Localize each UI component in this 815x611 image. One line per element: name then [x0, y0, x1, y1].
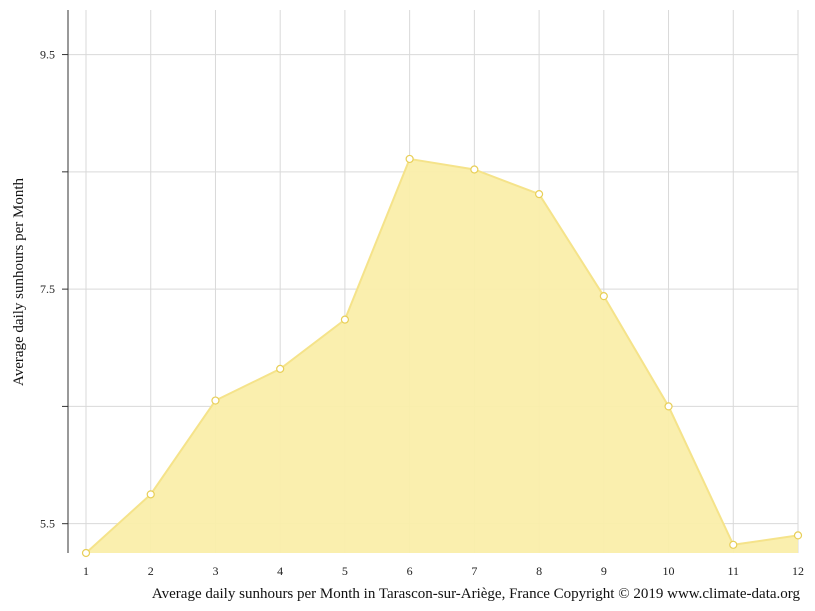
data-point-month-7 — [470, 165, 479, 174]
sunhours-line — [85, 157, 799, 554]
x-tick-label: 1 — [83, 564, 89, 578]
x-tick-label: 11 — [727, 564, 739, 578]
y-tick-label: 7.5 — [40, 282, 55, 296]
data-point-month-6 — [405, 154, 414, 164]
chart-caption: Average daily sunhours per Month in Tara… — [152, 586, 801, 602]
x-tick-label: 10 — [663, 564, 675, 578]
x-axis-ticks: 1 2 3 4 5 6 7 8 9 10 11 12 — [83, 564, 804, 578]
data-point-month-4 — [276, 364, 285, 373]
y-axis-title: Average daily sunhours per Month — [11, 178, 27, 387]
sunhours-area — [86, 158, 798, 553]
data-point-month-9 — [599, 292, 608, 301]
x-tick-label: 6 — [407, 564, 413, 578]
data-point-month-5 — [340, 315, 350, 324]
data-point-month-2 — [146, 490, 155, 499]
data-point-month-11 — [729, 540, 738, 549]
data-point-month-3 — [211, 396, 220, 405]
x-tick-label: 8 — [536, 564, 542, 578]
y-tick-label: 5.5 — [40, 517, 55, 531]
data-points — [81, 154, 803, 558]
x-tick-label: 9 — [601, 564, 607, 578]
y-tick-label: 9.5 — [40, 48, 55, 62]
x-tick-label: 12 — [792, 564, 804, 578]
data-point-month-8 — [534, 190, 544, 199]
x-tick-label: 7 — [471, 564, 477, 578]
x-tick-label: 4 — [277, 564, 283, 578]
data-point-month-12 — [793, 531, 803, 540]
data-point-month-10 — [664, 402, 673, 411]
y-axis-ticks: 5.5 7.5 9.5 — [40, 48, 68, 531]
data-point-month-1 — [81, 548, 91, 558]
x-tick-label: 2 — [148, 564, 154, 578]
x-tick-label: 5 — [342, 564, 348, 578]
x-tick-label: 3 — [212, 564, 218, 578]
